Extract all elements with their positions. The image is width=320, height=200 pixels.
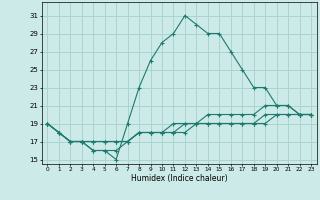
X-axis label: Humidex (Indice chaleur): Humidex (Indice chaleur) [131, 174, 228, 183]
